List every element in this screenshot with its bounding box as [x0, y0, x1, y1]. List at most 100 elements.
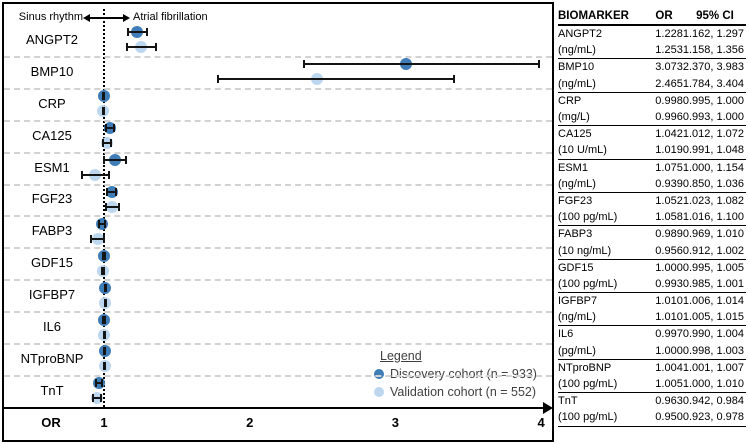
- table-row: TnT 0.963 0.942, 0.984: [558, 393, 746, 409]
- ci-cap-right: [104, 362, 107, 371]
- discovery-ci-bar: [103, 156, 128, 165]
- table-row: (100 pg/mL) 1.005 1.000, 1.010: [558, 376, 746, 394]
- table-cell-or: 1.052: [655, 194, 683, 207]
- ci-cap-right: [146, 28, 149, 37]
- table-cell-or: 2.465: [655, 77, 683, 90]
- plot-biomarker-label: CA125: [32, 127, 72, 143]
- ci-cap-left: [101, 315, 104, 324]
- legend-entry-label: Discovery cohort (n = 933): [390, 367, 537, 381]
- ci-cap-left: [90, 234, 93, 243]
- table-cell-or: 0.950: [655, 411, 683, 424]
- row-separator: [4, 151, 552, 154]
- row-separator: [4, 215, 552, 218]
- table-row: FGF23 1.052 1.023, 1.082: [558, 193, 746, 209]
- ci-cap-left: [106, 187, 109, 196]
- reference-line-or1: [103, 9, 105, 407]
- validation-ci-bar: [126, 43, 157, 52]
- ci-cap-right: [537, 60, 540, 69]
- chart-box: Sinus rhythm Atrial fibrillation OR Lege…: [2, 2, 554, 442]
- ci-cap-left: [302, 60, 305, 69]
- legend-title: Legend: [380, 349, 422, 363]
- table-cell-ci: 1.000, 1.010: [682, 378, 744, 391]
- validation-ci-bar: [103, 362, 107, 371]
- ci-cap-left: [105, 202, 108, 211]
- ci-cap-left: [102, 251, 105, 260]
- arrow-left-icon: [83, 14, 90, 22]
- table-cell-ci: 1.005, 1.015: [682, 311, 744, 324]
- ci-cap-right: [103, 251, 106, 260]
- table-cell-ci: 1.001, 1.007: [682, 361, 744, 374]
- table-row: (ng/mL) 2.465 1.784, 3.404: [558, 76, 746, 93]
- discovery-ci-bar: [102, 92, 106, 101]
- ci-cap-left: [104, 124, 107, 133]
- table-cell-biomarker: (100 pg/mL): [558, 277, 618, 290]
- row-separator: [4, 374, 552, 377]
- ci-cap-right: [114, 187, 117, 196]
- table-cell-or: 1.010: [655, 295, 683, 308]
- table-cell-ci: 0.990, 1.004: [682, 328, 744, 341]
- table-cell-or: 1.042: [655, 128, 683, 141]
- plot-biomarker-label: CRP: [38, 95, 66, 111]
- validation-ci-bar: [101, 107, 105, 116]
- legend-entry-label: Validation cohort (n = 552): [390, 385, 537, 399]
- table-cell-or: 1.253: [655, 44, 683, 57]
- table-header-row: BIOMARKER OR 95% CI: [558, 8, 746, 26]
- table-row: BMP10 3.073 2.370, 3.983: [558, 59, 746, 75]
- row-separator: [4, 87, 552, 90]
- table-row: GDF15 1.000 0.995, 1.005: [558, 260, 746, 276]
- plot-biomarker-label: NTproBNP: [20, 350, 84, 366]
- plot-biomarker-label: ANGPT2: [25, 31, 78, 47]
- discovery-ci-bar: [302, 60, 540, 69]
- ci-cap-left: [126, 43, 129, 52]
- ci-cap-right: [105, 283, 108, 292]
- table-cell-or: 0.998: [655, 94, 683, 107]
- ci-cap-left: [91, 394, 94, 403]
- plot-biomarker-label: IL6: [42, 319, 62, 335]
- validation-ci-bar: [90, 234, 106, 243]
- table-cell-ci: 1.016, 1.100: [682, 211, 744, 224]
- table-cell-or: 0.993: [655, 277, 683, 290]
- table-cell-or: 0.939: [655, 177, 683, 190]
- ci-cap-right: [108, 171, 111, 180]
- plot-biomarker-label: BMP10: [30, 63, 74, 79]
- ci-cap-right: [453, 75, 456, 84]
- direction-label-atrial-fibrillation: Atrial fibrillation: [133, 11, 208, 23]
- table-cell-or: 1.000: [655, 344, 683, 357]
- ci-cap-right: [117, 202, 120, 211]
- table-cell-biomarker: CA125: [558, 128, 592, 141]
- table-cell-ci: 0.998, 1.003: [682, 344, 744, 357]
- direction-arrow-line: [89, 17, 123, 19]
- discovery-ci-bar: [106, 187, 117, 196]
- plot-biomarker-label: FABP3: [31, 223, 73, 239]
- table-row: (ng/mL) 0.939 0.850, 1.036: [558, 176, 746, 193]
- discovery-ci-bar: [103, 283, 108, 292]
- arrow-right-icon: [123, 14, 130, 22]
- table-row: NTproBNP 1.004 1.001, 1.007: [558, 360, 746, 376]
- table-cell-ci: 0.923, 0.978: [682, 411, 744, 424]
- table-cell-or: 1.004: [655, 361, 683, 374]
- legend-dot-icon: [374, 387, 384, 397]
- table-cell-ci: 1.784, 3.404: [682, 77, 744, 90]
- table-cell-ci: 0.995, 1.005: [682, 261, 744, 274]
- x-tick-label: 2: [246, 415, 254, 430]
- table-cell-biomarker: ANGPT2: [558, 28, 603, 41]
- table-cell-or: 0.956: [655, 244, 683, 257]
- table-cell-or: 1.075: [655, 161, 683, 174]
- table-cell-or: 1.228: [655, 28, 683, 41]
- table-cell-ci: 1.000, 1.154: [682, 161, 744, 174]
- table-row: (ng/mL) 1.253 1.158, 1.356: [558, 42, 746, 60]
- ci-cap-left: [81, 171, 84, 180]
- table-cell-or: 0.963: [655, 395, 683, 408]
- table-cell-ci: 0.942, 0.984: [682, 395, 744, 408]
- legend-entry: Validation cohort (n = 552): [374, 383, 537, 401]
- discovery-ci-bar: [98, 219, 107, 228]
- table-cell-or: 1.019: [655, 144, 683, 157]
- table-cell-or: 3.073: [655, 61, 683, 74]
- direction-label-sinus-rhythm: Sinus rhythm: [18, 11, 83, 23]
- ci-cap-right: [105, 298, 108, 307]
- table-cell-biomarker: (10 ng/mL): [558, 244, 612, 257]
- ci-cap-left: [94, 379, 97, 388]
- table-row: (100 pg/mL) 0.993 0.985, 1.001: [558, 276, 746, 293]
- table-cell-ci: 2.370, 3.983: [682, 61, 744, 74]
- table-row: (10 U/mL) 1.019 0.991, 1.048: [558, 142, 746, 160]
